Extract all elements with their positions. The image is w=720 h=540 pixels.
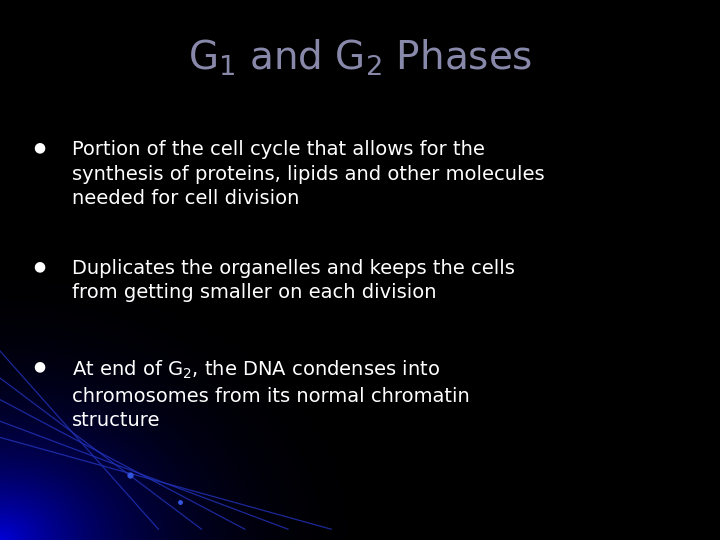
- Text: ●: ●: [34, 259, 45, 273]
- Text: G$_1$ and G$_2$ Phases: G$_1$ and G$_2$ Phases: [188, 38, 532, 78]
- Text: ●: ●: [34, 140, 45, 154]
- Text: Duplicates the organelles and keeps the cells
from getting smaller on each divis: Duplicates the organelles and keeps the …: [72, 259, 515, 302]
- Text: ●: ●: [34, 359, 45, 373]
- Text: Portion of the cell cycle that allows for the
synthesis of proteins, lipids and : Portion of the cell cycle that allows fo…: [72, 140, 544, 208]
- Text: At end of G$_2$, the DNA condenses into
chromosomes from its normal chromatin
st: At end of G$_2$, the DNA condenses into …: [72, 359, 469, 430]
